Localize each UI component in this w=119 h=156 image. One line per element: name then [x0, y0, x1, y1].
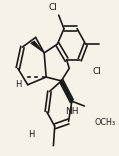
Text: Cl: Cl [49, 3, 58, 12]
Text: Cl: Cl [92, 67, 101, 76]
Text: NH: NH [65, 107, 78, 116]
Text: H: H [15, 80, 22, 89]
Text: H: H [28, 129, 34, 139]
Polygon shape [31, 41, 44, 53]
Text: OCH₃: OCH₃ [95, 118, 116, 127]
